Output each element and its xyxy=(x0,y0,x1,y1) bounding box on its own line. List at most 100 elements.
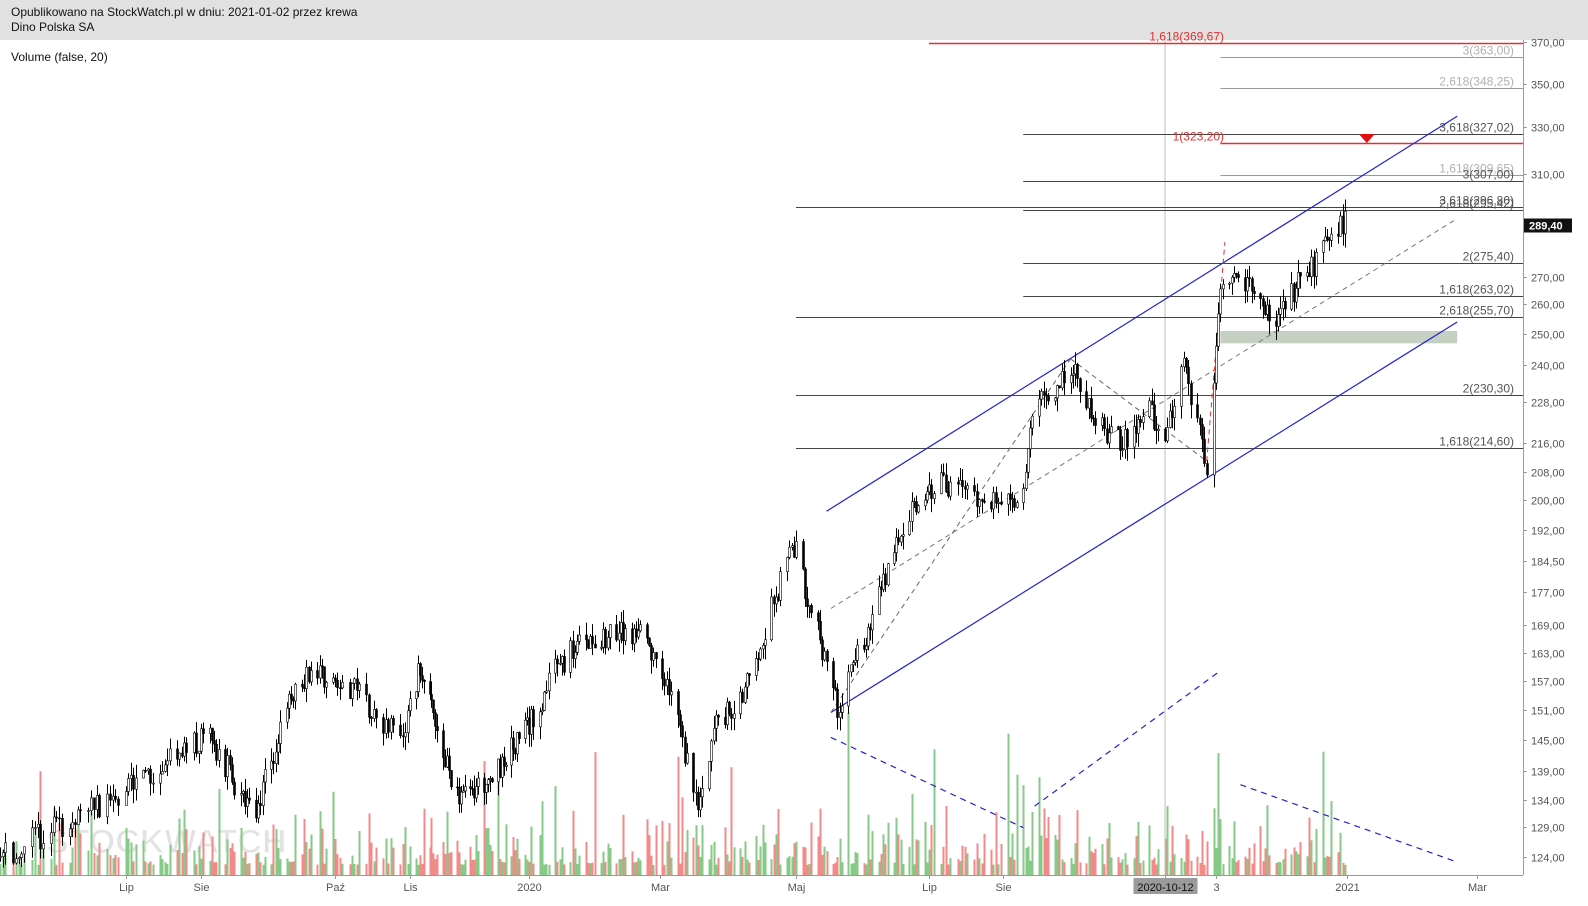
candle-body xyxy=(462,790,465,793)
candle-body xyxy=(409,698,412,712)
volume-bar xyxy=(448,853,451,875)
volume-bar xyxy=(779,864,782,875)
candle-body xyxy=(77,809,80,825)
volume-bar xyxy=(316,864,319,875)
candle-body xyxy=(202,728,205,734)
volume-bar xyxy=(607,843,610,875)
candle-body xyxy=(1262,298,1265,307)
candle-body xyxy=(4,842,7,853)
candle-body xyxy=(1251,278,1254,292)
volume-bar xyxy=(757,860,760,875)
fib-label: 2,618(255,70) xyxy=(1439,304,1514,318)
volume-bar xyxy=(387,863,390,875)
volume-bar xyxy=(1190,860,1193,875)
candle-body xyxy=(637,630,640,638)
candle-body xyxy=(648,637,651,646)
candle-body xyxy=(744,686,747,703)
volume-bar xyxy=(1180,858,1183,875)
volume-bar xyxy=(0,864,2,875)
candle-body xyxy=(902,534,905,537)
candle-body xyxy=(12,842,15,864)
volume-bar xyxy=(600,862,603,875)
volume-bar xyxy=(981,863,984,875)
volume-bar xyxy=(1222,864,1225,875)
volume-bar xyxy=(697,845,700,875)
volume-bar xyxy=(277,847,280,875)
candle-body xyxy=(661,658,664,680)
volume-bar xyxy=(349,864,352,875)
candle-body xyxy=(270,760,273,770)
volume-bar xyxy=(477,850,480,875)
volume-bar xyxy=(530,826,533,875)
volume-bar xyxy=(1310,840,1313,875)
volume-bar xyxy=(1126,864,1129,875)
volume-bar xyxy=(4,854,7,875)
volume-bar xyxy=(34,827,37,875)
volume-bar xyxy=(215,862,218,875)
volume-bar xyxy=(1337,852,1340,875)
candle-body xyxy=(229,755,232,766)
volume-bar xyxy=(358,831,361,875)
candle-body xyxy=(215,743,218,761)
channel-upper-line xyxy=(826,115,1458,512)
volume-bar xyxy=(806,864,809,875)
candle-body xyxy=(961,480,964,487)
volume-bar xyxy=(795,841,798,875)
price-tick-label: 139,00 xyxy=(1531,767,1565,779)
candle-body xyxy=(1079,378,1082,392)
volume-bar xyxy=(1103,864,1106,875)
volume-bar xyxy=(385,838,388,875)
volume-bar xyxy=(744,841,747,875)
volume-bar xyxy=(497,781,500,875)
volume-bar xyxy=(193,850,196,875)
candle-body xyxy=(1306,272,1309,277)
candle-body xyxy=(748,673,751,676)
candle-body xyxy=(42,843,45,850)
candle-body xyxy=(545,690,548,693)
volume-bar xyxy=(569,862,572,875)
candle-body xyxy=(852,662,855,666)
volume-bar xyxy=(554,786,557,875)
candle-body xyxy=(715,714,718,729)
candle-body xyxy=(226,755,229,778)
candle-body xyxy=(639,624,642,632)
volume-bar xyxy=(275,829,278,875)
volume-bar xyxy=(695,825,698,875)
candle-body xyxy=(942,472,945,476)
candle-body xyxy=(668,679,671,696)
candle-body xyxy=(1326,236,1329,240)
volume-bar xyxy=(1173,854,1176,875)
price-tick-label: 228,00 xyxy=(1531,398,1565,410)
candle-body xyxy=(475,786,478,799)
volume-bar xyxy=(1153,857,1156,875)
candle-body xyxy=(615,624,618,641)
volume-bar xyxy=(409,846,412,875)
volume-bar xyxy=(528,861,531,875)
volume-bar xyxy=(321,828,324,875)
candle-body xyxy=(211,727,214,741)
volume-bar xyxy=(353,863,356,875)
candle-body xyxy=(114,795,117,800)
volume-bar xyxy=(185,829,188,875)
candle-body xyxy=(365,683,368,696)
candle-body xyxy=(563,656,566,673)
volume-bar xyxy=(149,861,152,875)
candle-body xyxy=(1072,373,1075,376)
fib-label: 3,618(296,80) xyxy=(1439,194,1514,208)
candle-body xyxy=(713,728,716,742)
fib-label: 2,618(295,42) xyxy=(1439,197,1514,211)
candle-body xyxy=(323,666,326,688)
candle-body xyxy=(1337,233,1340,237)
candle-body xyxy=(74,822,77,825)
candle-body xyxy=(375,709,378,718)
candle-body xyxy=(995,492,998,504)
volume-bar xyxy=(1231,858,1234,875)
candle-body xyxy=(31,827,34,848)
candle-body xyxy=(810,605,813,614)
volume-bar xyxy=(442,841,445,875)
candle-body xyxy=(193,732,196,753)
volume-bar xyxy=(310,834,313,875)
candle-body xyxy=(1171,410,1174,418)
volume-bar xyxy=(821,854,824,875)
